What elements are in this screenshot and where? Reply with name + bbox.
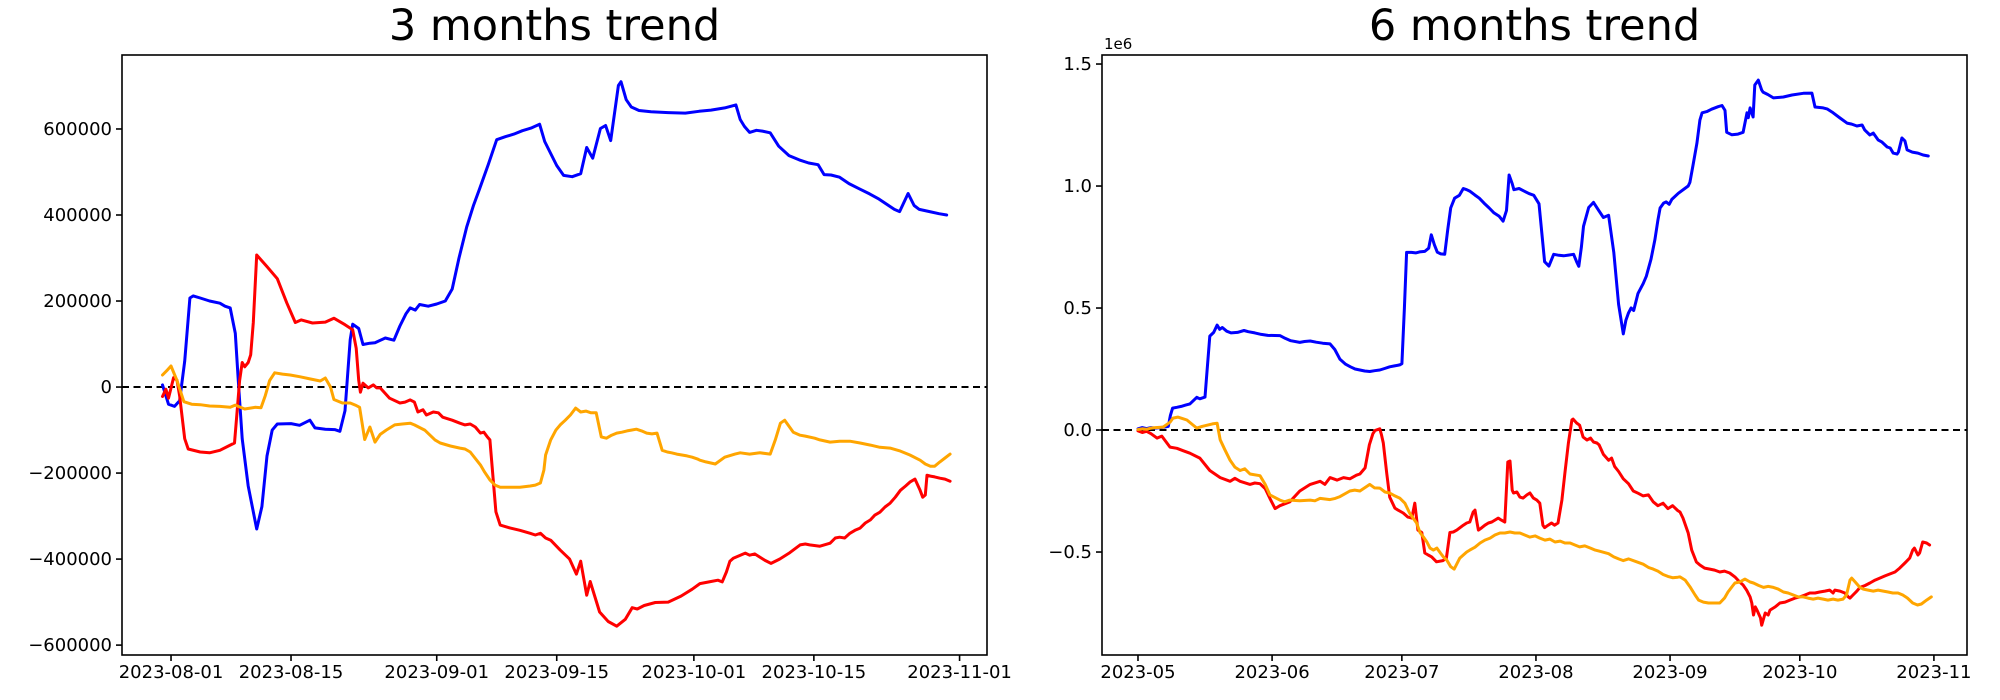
left-chart-y-tick-label: 400000	[43, 205, 112, 226]
right-chart-series-line-red	[1136, 417, 1932, 627]
right-chart-x-tick-label: 2023-11	[1896, 662, 1971, 683]
left-chart-series-line-blue	[161, 80, 949, 531]
right-chart-y-tick-label: 1.0	[1063, 176, 1092, 197]
left-chart-y-tick-label: −600000	[28, 635, 112, 656]
right-chart-x-tick-label: 2023-09	[1632, 662, 1707, 683]
left-chart-y-tick-label: 600000	[43, 119, 112, 140]
right-chart-x-tick-label: 2023-10	[1762, 662, 1837, 683]
right-chart-y-offset-text: 1e6	[1104, 35, 1132, 53]
left-chart-x-tick-label: 2023-11-01	[907, 662, 1012, 683]
left-chart-x-tick-label: 2023-08-15	[239, 662, 344, 683]
right-chart-x-tick-label: 2023-06	[1234, 662, 1309, 683]
left-chart-series-line-orange	[161, 364, 952, 489]
right-chart-x-tick-label: 2023-05	[1100, 662, 1175, 683]
right-chart-series-line-orange	[1136, 415, 1933, 607]
right-chart-series-line-blue	[1136, 78, 1930, 431]
left-chart-x-tick-label: 2023-10-15	[762, 662, 867, 683]
left-chart-x-tick-label: 2023-10-01	[642, 662, 747, 683]
right-chart-x-tick-label: 2023-07	[1364, 662, 1439, 683]
left-chart-plot-border	[121, 54, 988, 656]
left-chart-title: 3 months trend	[389, 1, 720, 51]
left-chart-x-tick-label: 2023-09-15	[504, 662, 609, 683]
left-chart-series-line-red	[161, 253, 952, 628]
right-chart-y-tick-label: −0.5	[1048, 542, 1092, 563]
right-chart-y-tick-label: 0.5	[1063, 298, 1092, 319]
right-chart-title: 6 months trend	[1369, 1, 1700, 51]
left-chart-y-tick-label: −200000	[28, 463, 112, 484]
left-chart-x-tick-label: 2023-08-01	[119, 662, 224, 683]
left-chart-y-tick-label: −400000	[28, 549, 112, 570]
left-chart-y-tick-label: 0	[101, 377, 112, 398]
left-chart-x-tick-label: 2023-09-01	[384, 662, 489, 683]
left-chart-y-tick-label: 200000	[43, 291, 112, 312]
right-chart-y-tick-label: 1.5	[1063, 54, 1092, 75]
right-chart-plot-border	[1101, 54, 1968, 656]
right-chart-y-tick-label: 0.0	[1063, 420, 1092, 441]
right-chart-x-tick-label: 2023-08	[1498, 662, 1573, 683]
